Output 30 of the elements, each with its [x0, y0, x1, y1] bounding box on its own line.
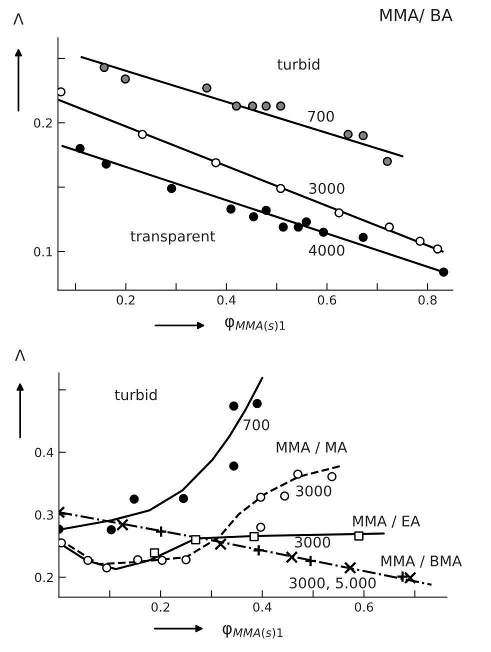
chart-title: MMA/ BA	[380, 9, 453, 23]
x-tick-label: 0.8	[418, 295, 437, 305]
x-axis-title: φ$_{MMA(s)1}$	[222, 624, 282, 638]
y-axis-title: Λ	[15, 350, 26, 361]
annotation: 700	[308, 110, 334, 122]
annotation: 4000	[308, 244, 344, 256]
y-tick-label: 0.2	[34, 118, 52, 128]
y-tick-label: 0.1	[34, 246, 52, 256]
annotation: turbid	[277, 58, 320, 70]
y-axis-title: Λ	[13, 13, 24, 25]
x-tick-label: 0.4	[253, 602, 272, 612]
annotation: MMA / MA	[276, 442, 348, 454]
x-tick-label: 0.6	[318, 295, 336, 305]
annotation: 3000	[309, 182, 344, 194]
x-tick-label: 0.6	[354, 602, 374, 612]
annotation: turbid	[114, 388, 157, 400]
y-tick-label: 0.3	[35, 510, 54, 520]
annotation: 3000, 5.000	[290, 577, 376, 590]
x-tick-label: 0.4	[217, 295, 236, 305]
annotation: 3000	[295, 536, 330, 548]
annotation: 700	[244, 419, 270, 430]
y-tick-label: 0.4	[35, 448, 54, 458]
y-tick-label: 0.2	[35, 572, 53, 582]
annotation: MMA / BMA	[382, 556, 462, 568]
annotation: transparent	[130, 231, 216, 244]
x-tick-label: 0.2	[151, 602, 170, 612]
annotation: 3000	[296, 485, 332, 496]
x-tick-label: 0.2	[116, 295, 135, 305]
annotation: MMA / EA	[353, 516, 420, 528]
x-axis-title: φ$_{MMA(s)1}$	[225, 318, 285, 332]
